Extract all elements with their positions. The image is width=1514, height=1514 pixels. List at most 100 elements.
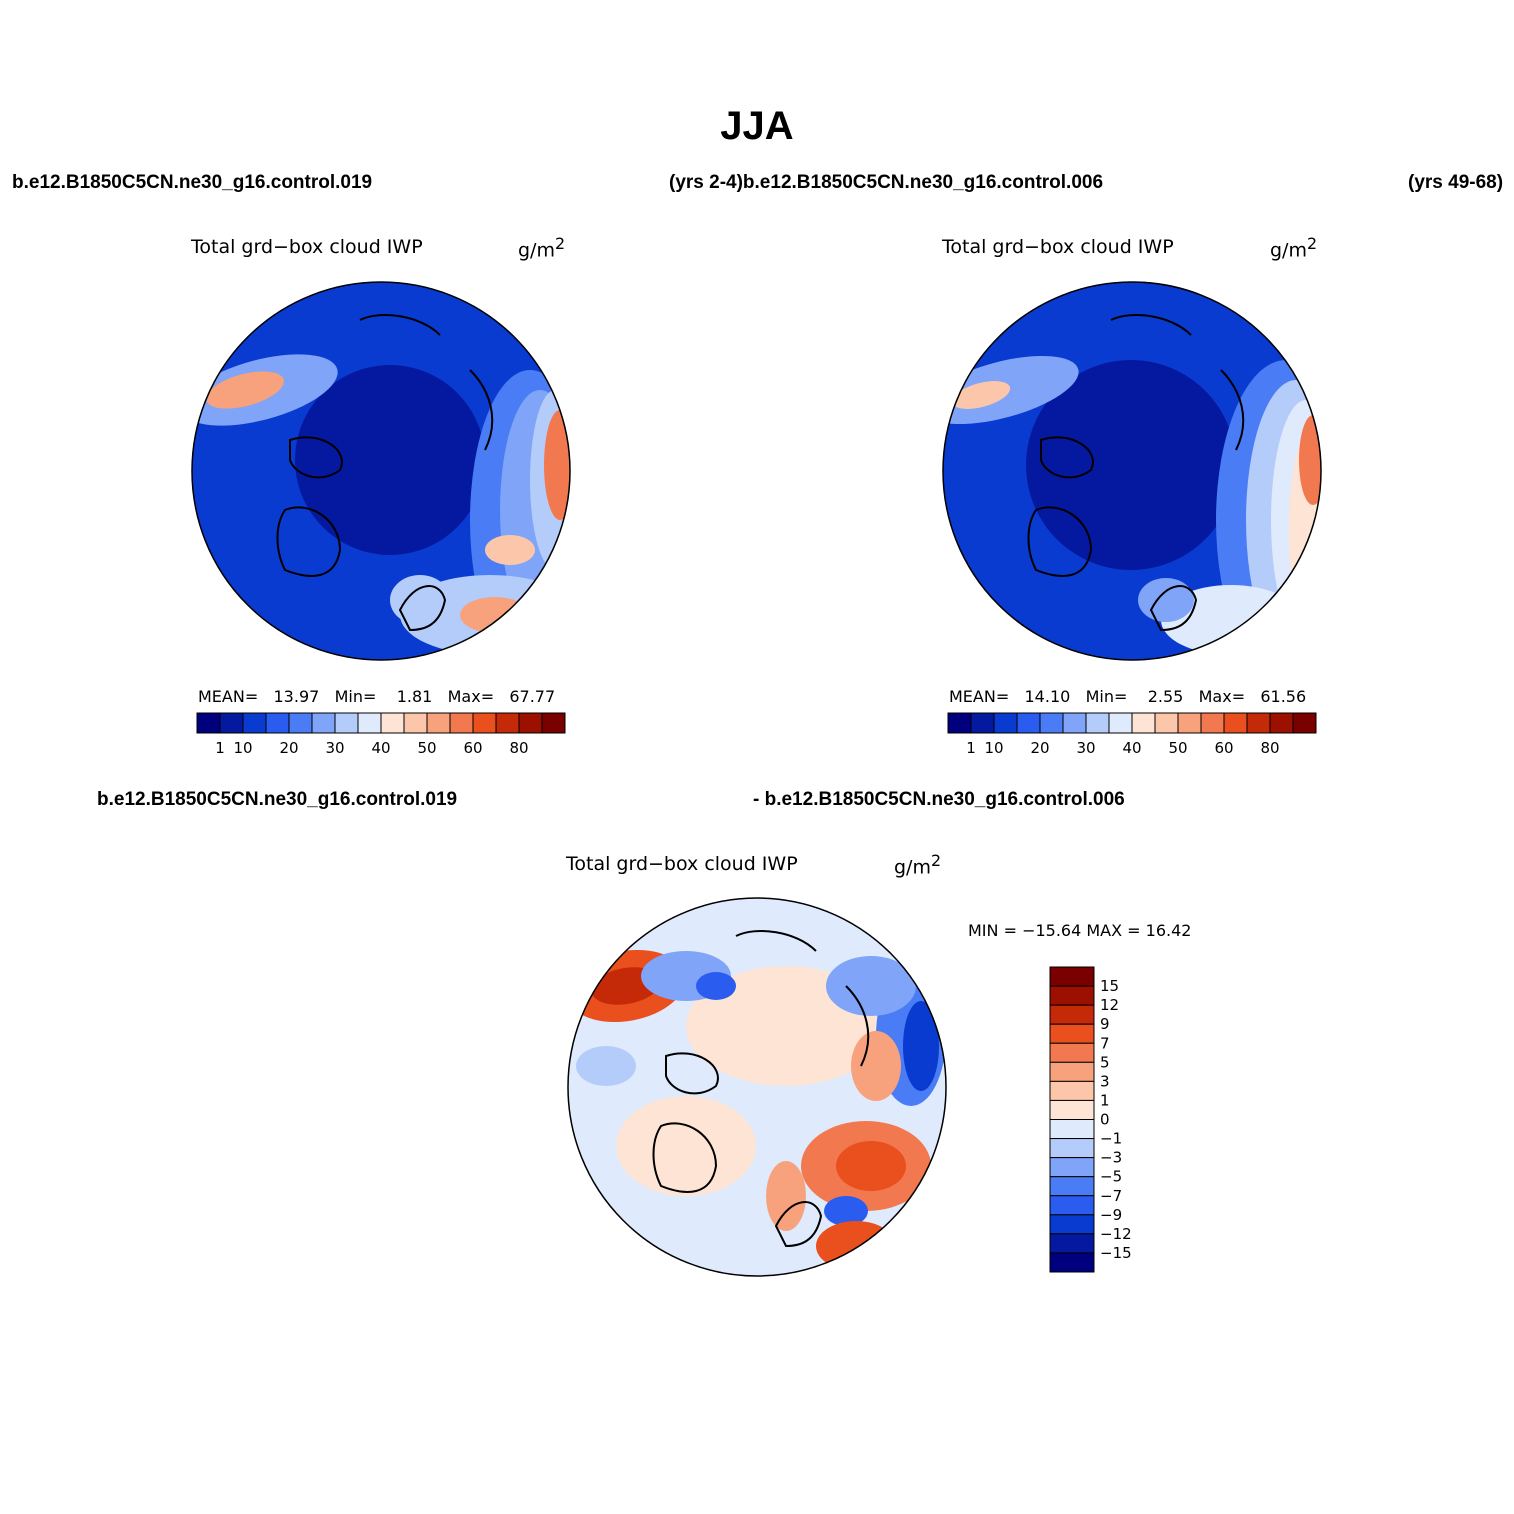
panel1-colorbar-swatch-7	[357, 712, 382, 734]
panel1-colorbar-tick-label-5: 50	[417, 739, 436, 757]
panel2-colorbar-tick-label-2: 20	[1030, 739, 1049, 757]
panel2-colorbar-swatch-6	[1085, 712, 1110, 734]
panel1-colorbar-tick-label-3: 30	[325, 739, 344, 757]
panel3-colorbar-tick-label-9: −3	[1100, 1149, 1122, 1167]
panel1-colorbar-swatch-3	[265, 712, 290, 734]
panel3-colorbar-swatch-2	[1049, 1004, 1095, 1025]
panel3-coastlines	[652, 930, 870, 1248]
panel3-colorbar-tick-label-5: 3	[1100, 1072, 1110, 1090]
panel2-colorbar-swatch-8	[1131, 712, 1156, 734]
panel2-colorbar-swatch-4	[1039, 712, 1064, 734]
top-middle-case-label: (yrs 2-4)b.e12.B1850C5CN.ne30_g16.contro…	[669, 172, 1104, 193]
panel3-minmax: MIN = −15.64 MAX = 16.42	[968, 921, 1192, 940]
panel2-colorbar-swatch-5	[1062, 712, 1087, 734]
panel1-title: Total grd−box cloud IWP	[191, 236, 423, 258]
panel1-mean-value: 13.97	[273, 687, 320, 706]
panel3-colorbar-swatch-6	[1049, 1080, 1095, 1101]
panel1-map	[191, 281, 571, 661]
panel3-colorbar-tick-label-8: −1	[1100, 1130, 1122, 1148]
panel2-colorbar-tick-label-5: 50	[1168, 739, 1187, 757]
panel3-colorbar-swatch-11	[1049, 1176, 1095, 1197]
panel3-colorbar-tick-label-12: −9	[1100, 1206, 1122, 1224]
panel2-units: g/m2	[1270, 234, 1318, 262]
panel1-colorbar-tick-label-2: 20	[279, 739, 298, 757]
panel1-max-label: Max=	[447, 687, 495, 706]
panel2-colorbar-swatch-15	[1292, 712, 1317, 734]
panel3-colorbar-tick-label-6: 1	[1100, 1091, 1110, 1109]
panel2-colorbar-swatch-9	[1154, 712, 1179, 734]
panel1-colorbar-swatch-1	[219, 712, 244, 734]
panel3-colorbar-swatch-5	[1049, 1061, 1095, 1082]
panel1-colorbar-swatch-13	[495, 712, 520, 734]
panel2-colorbar-swatch-12	[1223, 712, 1248, 734]
panel3-colorbar-tick-label-11: −7	[1100, 1187, 1122, 1205]
panel3-colorbar-swatch-7	[1049, 1099, 1095, 1120]
panel2-max-value: 61.56	[1260, 687, 1307, 706]
panel1-colorbar-tick-label-4: 40	[371, 739, 390, 757]
panel3-colorbar-tick-label-7: 0	[1100, 1111, 1110, 1129]
panel3-colorbar-tick-label-13: −12	[1100, 1225, 1132, 1243]
panel2-colorbar-tick-label-1: 10	[984, 739, 1003, 757]
panel3-colorbar-tick-label-3: 7	[1100, 1034, 1110, 1052]
diff-case-b-label: - b.e12.B1850C5CN.ne30_g16.control.006	[753, 789, 1125, 810]
panel2-colorbar-swatch-13	[1246, 712, 1271, 734]
top-right-years-label: (yrs 49-68)	[1408, 172, 1504, 193]
panel1-colorbar-swatch-11	[449, 712, 474, 734]
panel2-east-max	[1299, 415, 1321, 505]
panel3-colorbar-swatch-1	[1049, 985, 1095, 1006]
panel1-colorbar-swatch-2	[242, 712, 267, 734]
panel3-title: Total grd−box cloud IWP	[566, 853, 798, 875]
panel3-colorbar-swatch-8	[1049, 1119, 1095, 1140]
panel3-colorbar-swatch-4	[1049, 1042, 1095, 1063]
panel1-colorbar-swatch-12	[472, 712, 497, 734]
panel3-colorbar-swatch-10	[1049, 1157, 1095, 1178]
panel3-southeast-min	[824, 1196, 868, 1226]
panel1-mean-label: MEAN=	[198, 687, 259, 706]
panel3-units: g/m2	[894, 851, 942, 879]
panel1-colorbar-tick-label-0: 1	[215, 739, 225, 757]
panel3-map	[567, 897, 947, 1277]
panel2-colorbar-swatch-14	[1269, 712, 1294, 734]
panel1-colorbar-swatch-15	[541, 712, 566, 734]
panel2-colorbar-swatch-0	[947, 712, 972, 734]
panel1-units: g/m2	[518, 234, 566, 262]
panel1-min-label: Min=	[334, 687, 377, 706]
panel1-east-max	[544, 410, 570, 520]
panel2-colorbar-tick-label-0: 1	[966, 739, 976, 757]
figure-title: JJA	[720, 104, 794, 148]
panel2-colorbar-swatch-10	[1177, 712, 1202, 734]
panel1-west-max	[206, 371, 284, 409]
panel1-stats: MEAN= 13.97 Min= 1.81 Max= 67.77	[198, 687, 555, 706]
panel1-max-value: 67.77	[509, 687, 556, 706]
panel3-colorbar-tick-label-14: −15	[1100, 1244, 1132, 1262]
panel3-colorbar-swatch-12	[1049, 1195, 1095, 1216]
panel2-coastlines	[1027, 314, 1245, 632]
panel1-polar-core	[295, 365, 485, 555]
panel3-field	[568, 898, 946, 1276]
panel2-min-value: 2.55	[1147, 687, 1184, 706]
panel1-field	[192, 282, 570, 660]
panel1-colorbar-tick-label-7: 80	[509, 739, 528, 757]
top-left-case-label: b.e12.B1850C5CN.ne30_g16.control.019	[12, 172, 373, 193]
panel2-min-label: Min=	[1085, 687, 1128, 706]
panel1-colorbar-swatch-4	[288, 712, 313, 734]
panel2-polar-core	[1026, 360, 1236, 570]
panel3-colorbar-swatch-0	[1049, 966, 1095, 987]
panel1-coastlines	[276, 314, 494, 632]
panel2-mean-value: 14.10	[1024, 687, 1071, 706]
panel1-colorbar-swatch-14	[518, 712, 543, 734]
panel1-colorbar: 1 10 20 30 40 50 60 80	[196, 712, 566, 757]
panel2-colorbar-tick-label-7: 80	[1260, 739, 1279, 757]
panel3-east-min	[903, 1001, 939, 1091]
panel3-colorbar-tick-label-0: 15	[1100, 977, 1119, 995]
panel1-min-value: 1.81	[396, 687, 433, 706]
panel2-title: Total grd−box cloud IWP	[942, 236, 1174, 258]
panel2-colorbar-swatch-7	[1108, 712, 1133, 734]
panel1-colorbar-swatch-10	[426, 712, 451, 734]
panel2-max-label: Max=	[1198, 687, 1246, 706]
panel2-map	[942, 281, 1322, 661]
panel1-colorbar-swatch-0	[196, 712, 221, 734]
panel1-colorbar-swatch-9	[403, 712, 428, 734]
panel3-colorbar-swatch-14	[1049, 1233, 1095, 1254]
